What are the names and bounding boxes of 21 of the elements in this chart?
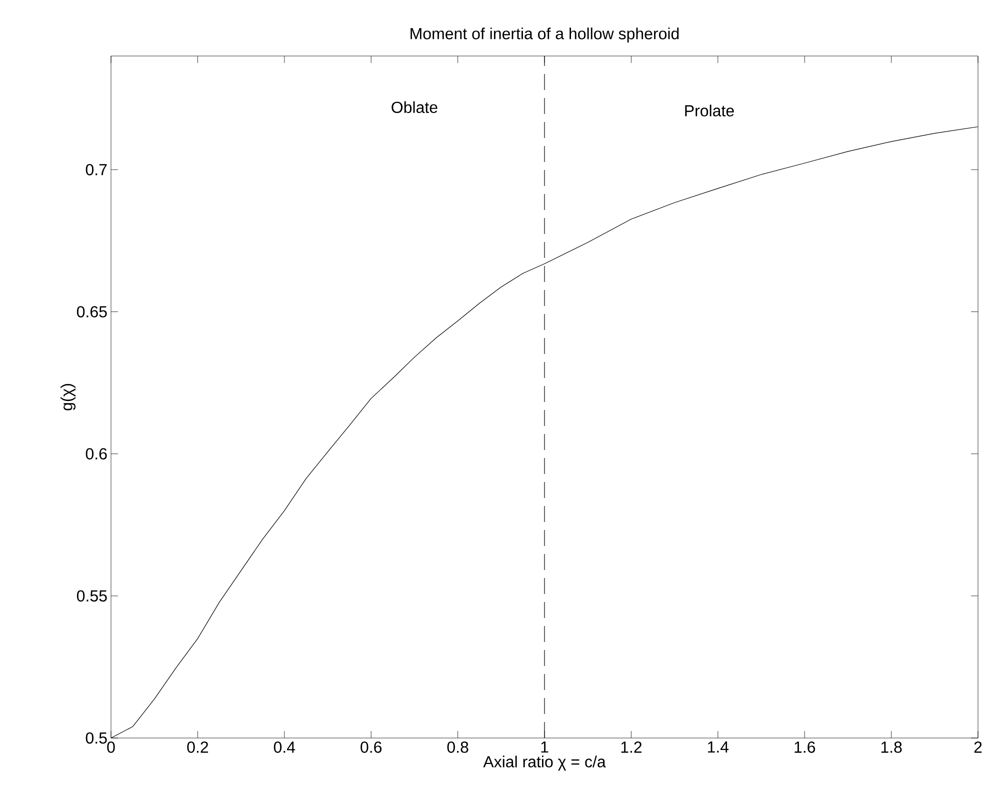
- x-tick-label: 0.8: [447, 742, 468, 753]
- x-axis-title: Axial ratio χ = c/a: [483, 756, 606, 771]
- y-tick-label: 0.55: [76, 590, 107, 602]
- x-tick-label: 0: [107, 742, 115, 753]
- x-tick-label: 0.4: [274, 742, 296, 753]
- x-tick-label: 1.4: [708, 742, 729, 753]
- x-tick-label: 1.2: [621, 742, 642, 753]
- annotation: Oblate: [392, 101, 438, 114]
- x-tick-label: 1.8: [881, 742, 902, 753]
- x-tick-label: 0.2: [187, 742, 208, 753]
- y-tick-label: 0.6: [86, 448, 107, 460]
- y-tick-label: 0.65: [76, 306, 107, 318]
- y-tick-label: 0.5: [86, 732, 107, 744]
- x-tick-label: 0.6: [360, 742, 382, 753]
- y-axis-title: g(χ): [60, 384, 76, 410]
- y-tick-label: 0.7: [86, 164, 107, 176]
- annotation: Prolate: [685, 104, 734, 116]
- x-tick-label: 1: [541, 742, 548, 753]
- chart-title: Moment of inertia of a hollow spheroid: [410, 28, 679, 43]
- x-tick-label: 1.6: [794, 742, 816, 753]
- x-tick-label: 2: [974, 742, 982, 753]
